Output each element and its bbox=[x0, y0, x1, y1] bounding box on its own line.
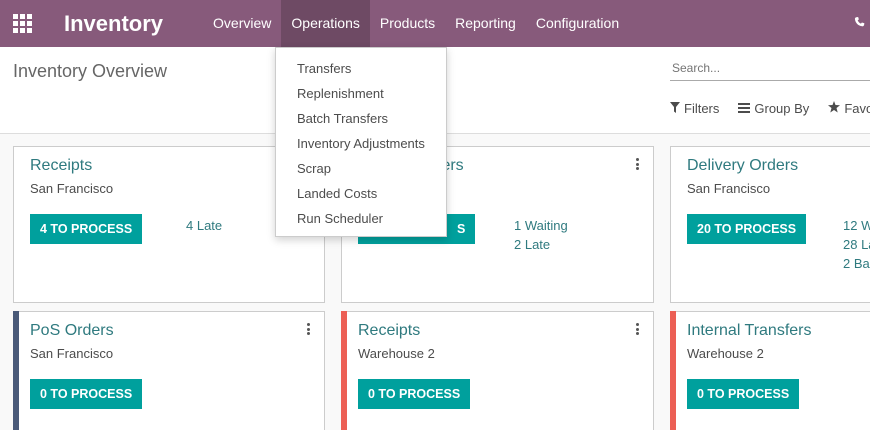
kanban-card-internal-transfers[interactable]: Internal Transfers Warehouse 2 0 TO PROC… bbox=[670, 311, 870, 430]
menu-reporting[interactable]: Reporting bbox=[455, 15, 516, 31]
card-title[interactable]: Receipts bbox=[358, 322, 421, 339]
kanban-card-receipts-wh2[interactable]: Receipts Warehouse 2 0 TO PROCESS bbox=[341, 311, 654, 430]
star-icon bbox=[828, 101, 841, 116]
menu-item-run-scheduler[interactable]: Run Scheduler bbox=[297, 211, 383, 226]
filter-icon bbox=[670, 101, 680, 116]
to-process-button[interactable]: 20 TO PROCESS bbox=[687, 214, 807, 244]
card-title[interactable]: Internal Transfers bbox=[687, 322, 812, 339]
late-link[interactable]: 28 La bbox=[843, 237, 870, 252]
operations-dropdown-menu: Transfers Replenishment Batch Transfers … bbox=[275, 47, 447, 237]
phone-icon[interactable] bbox=[854, 16, 866, 30]
card-title[interactable]: Receipts bbox=[30, 157, 93, 174]
to-process-button[interactable]: 0 TO PROCESS bbox=[687, 379, 800, 409]
color-stripe bbox=[341, 311, 347, 430]
card-stats: 12 W 28 La 2 Bac bbox=[843, 216, 870, 273]
menu-item-inventory-adjustments[interactable]: Inventory Adjustments bbox=[297, 136, 425, 151]
color-stripe bbox=[670, 311, 676, 430]
card-subtitle: Warehouse 2 bbox=[358, 346, 435, 361]
menu-item-transfers[interactable]: Transfers bbox=[297, 61, 352, 76]
apps-grid-icon[interactable] bbox=[12, 14, 32, 34]
menu-products[interactable]: Products bbox=[379, 15, 436, 31]
waiting-link[interactable]: 1 Waiting bbox=[514, 218, 568, 233]
menu-item-replenishment[interactable]: Replenishment bbox=[297, 86, 384, 101]
bars-icon bbox=[738, 102, 751, 116]
menu-operations[interactable]: Operations bbox=[281, 0, 370, 47]
to-process-button[interactable]: 0 TO PROCESS bbox=[30, 379, 143, 409]
search-field[interactable] bbox=[670, 61, 870, 81]
card-title[interactable]: Delivery Orders bbox=[687, 157, 799, 174]
menu-overview[interactable]: Overview bbox=[213, 15, 272, 31]
to-process-button[interactable]: 0 TO PROCESS bbox=[358, 379, 471, 409]
card-subtitle: San Francisco bbox=[30, 181, 114, 196]
card-menu-icon[interactable] bbox=[305, 322, 311, 336]
card-stats: 1 Waiting 2 Late bbox=[514, 216, 568, 254]
card-menu-icon[interactable] bbox=[634, 157, 640, 171]
search-input[interactable] bbox=[672, 61, 870, 75]
app-brand[interactable]: Inventory bbox=[64, 10, 164, 36]
menu-configuration[interactable]: Configuration bbox=[535, 15, 620, 31]
late-link[interactable]: 2 Late bbox=[514, 237, 551, 252]
menu-item-landed-costs[interactable]: Landed Costs bbox=[297, 186, 378, 201]
kanban-card-pos-orders[interactable]: PoS Orders San Francisco 0 TO PROCESS bbox=[13, 311, 325, 430]
backorders-link[interactable]: 2 Bac bbox=[843, 256, 870, 271]
group-by-label: Group By bbox=[754, 101, 810, 116]
favorites-label: Favo bbox=[844, 101, 870, 116]
kanban-card-delivery-orders[interactable]: Delivery Orders San Francisco 20 TO PROC… bbox=[670, 146, 870, 303]
color-stripe bbox=[13, 311, 19, 430]
card-subtitle: San Francisco bbox=[30, 346, 114, 361]
kanban-card-receipts-sf[interactable]: Receipts San Francisco 4 TO PROCESS 4 La… bbox=[13, 146, 325, 303]
menu-item-batch-transfers[interactable]: Batch Transfers bbox=[297, 111, 389, 126]
card-title[interactable]: PoS Orders bbox=[30, 322, 114, 339]
card-stats: 4 Late bbox=[186, 216, 222, 235]
main-menu: Overview Operations Products Reporting C… bbox=[203, 0, 629, 47]
waiting-link[interactable]: 12 W bbox=[843, 218, 870, 233]
filters-button[interactable]: Filters bbox=[670, 101, 719, 116]
card-menu-icon[interactable] bbox=[634, 322, 640, 336]
card-subtitle: Warehouse 2 bbox=[687, 346, 764, 361]
search-options: Filters Group By Favo bbox=[670, 101, 870, 116]
top-navbar: Inventory Overview Operations Products R… bbox=[0, 0, 870, 47]
card-subtitle: San Francisco bbox=[687, 181, 771, 196]
late-link[interactable]: 4 Late bbox=[186, 218, 223, 233]
group-by-button[interactable]: Group By bbox=[738, 101, 809, 116]
menu-item-scrap[interactable]: Scrap bbox=[297, 161, 331, 176]
to-process-button[interactable]: 4 TO PROCESS bbox=[30, 214, 143, 244]
favorites-button[interactable]: Favo bbox=[828, 101, 870, 116]
filters-label: Filters bbox=[684, 101, 720, 116]
page-title: Inventory Overview bbox=[13, 61, 168, 81]
